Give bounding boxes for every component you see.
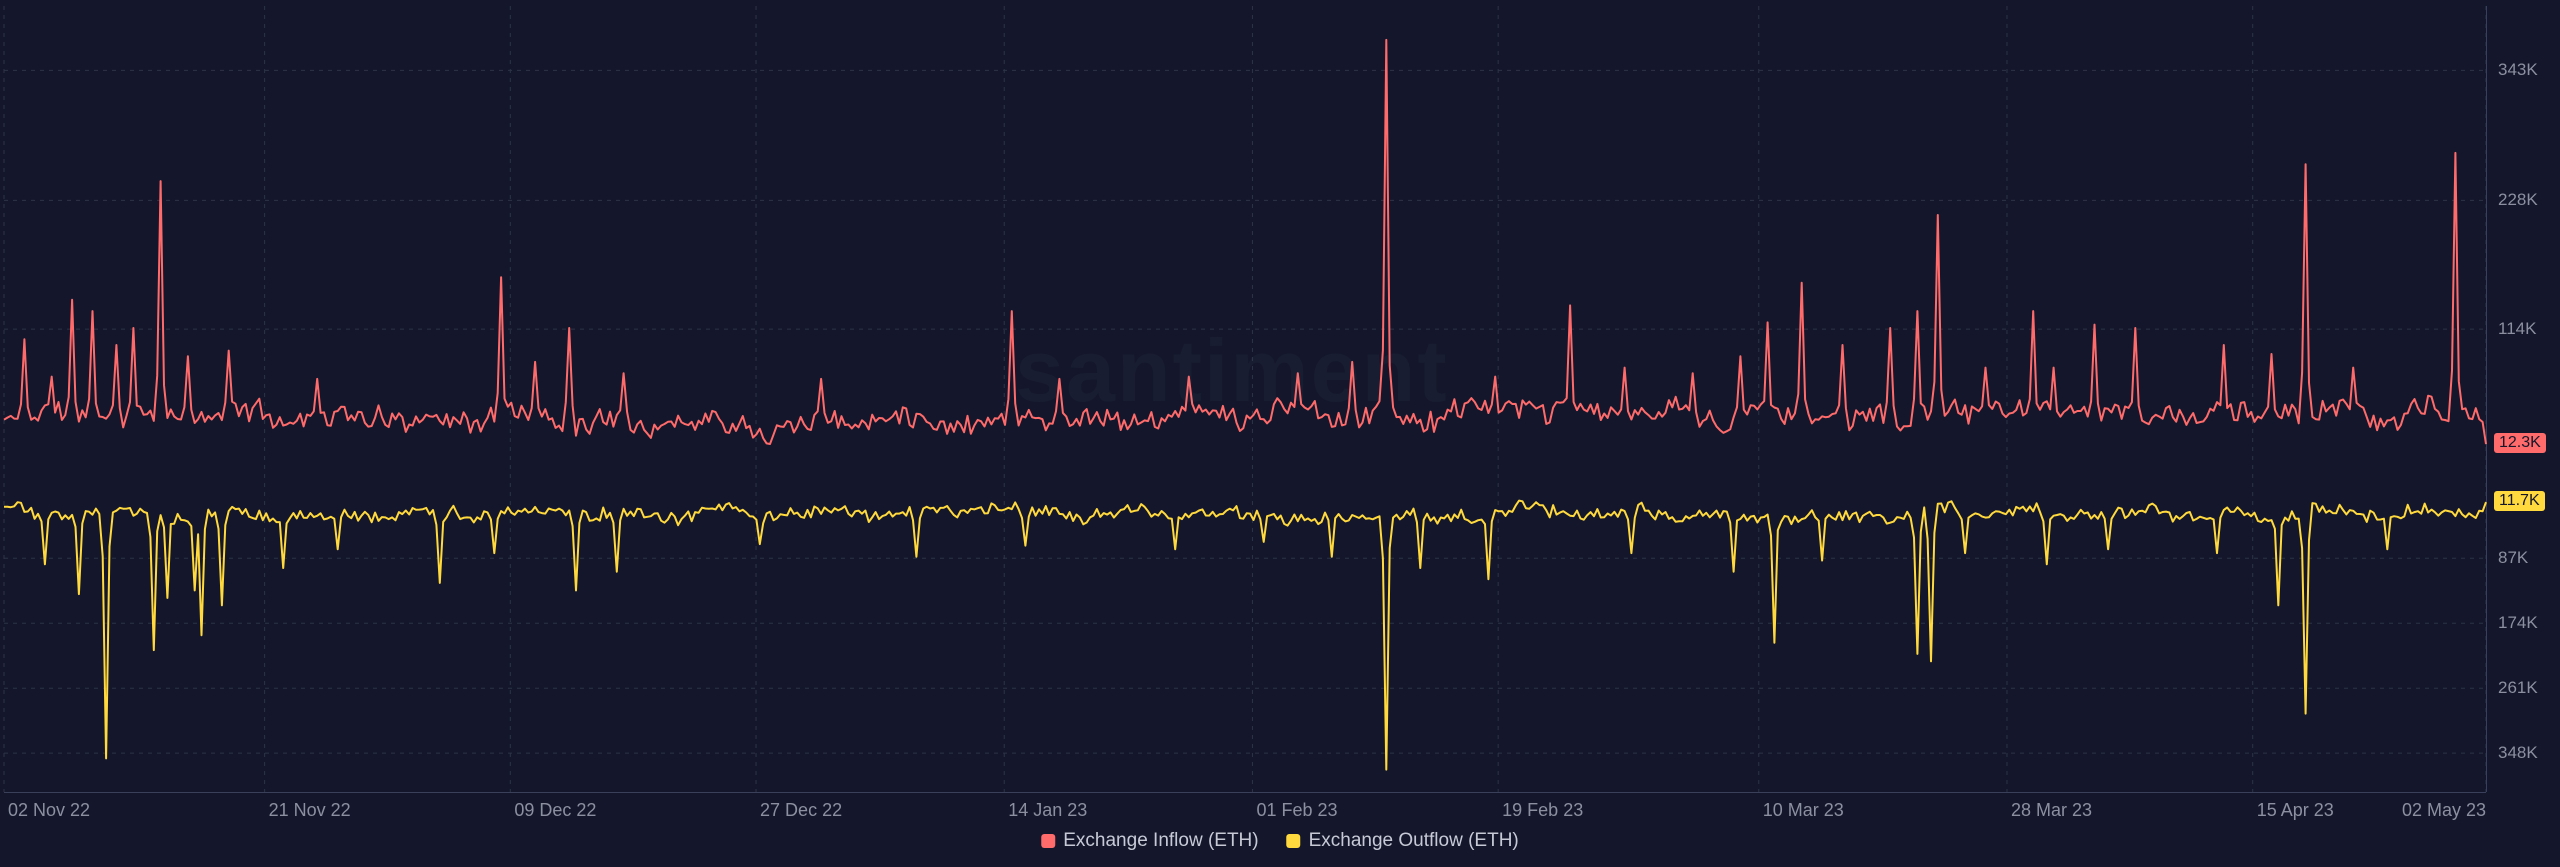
x-tick-label: 27 Dec 22 — [760, 800, 842, 821]
y-tick-label-lower: 348K — [2498, 743, 2538, 763]
legend: Exchange Inflow (ETH) Exchange Outflow (E… — [1041, 830, 1519, 852]
legend-item: Exchange Inflow (ETH) — [1041, 830, 1258, 852]
legend-item: Exchange Outflow (ETH) — [1287, 830, 1519, 852]
y-tick-label-lower: 174K — [2498, 613, 2538, 633]
x-tick-label: 10 Mar 23 — [1763, 800, 1844, 821]
series-outflow — [4, 501, 2486, 770]
end-value-badge-outflow: 11.7K — [2494, 491, 2545, 511]
x-tick-label: 28 Mar 23 — [2011, 800, 2092, 821]
legend-swatch — [1041, 834, 1055, 848]
y-tick-label-upper: 343K — [2498, 60, 2538, 80]
legend-label: Exchange Inflow (ETH) — [1063, 830, 1258, 852]
x-tick-label: 21 Nov 22 — [269, 800, 351, 821]
chart-svg — [0, 0, 2560, 867]
exchange-flow-chart: santiment Exchange Inflow (ETH)Exchange … — [0, 0, 2560, 867]
x-tick-label: 15 Apr 23 — [2257, 800, 2334, 821]
series-inflow — [4, 40, 2486, 444]
x-tick-label: 14 Jan 23 — [1008, 800, 1087, 821]
legend-swatch — [1287, 834, 1301, 848]
x-tick-label: 19 Feb 23 — [1502, 800, 1583, 821]
x-tick-label: 01 Feb 23 — [1256, 800, 1337, 821]
y-tick-label-upper: 228K — [2498, 190, 2538, 210]
y-tick-label-lower: 87K — [2498, 548, 2528, 568]
y-tick-label-upper: 114K — [2498, 319, 2536, 339]
legend-label: Exchange Outflow (ETH) — [1309, 830, 1519, 852]
x-tick-label: 02 Nov 22 — [8, 800, 90, 821]
x-tick-label: 02 May 23 — [2402, 800, 2486, 821]
x-tick-label: 09 Dec 22 — [514, 800, 596, 821]
end-value-badge-inflow: 12.3K — [2494, 433, 2546, 453]
y-tick-label-lower: 261K — [2498, 678, 2538, 698]
